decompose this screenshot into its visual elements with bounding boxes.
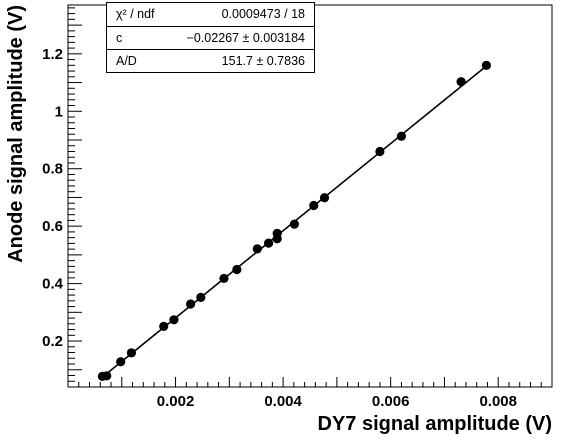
x-axis-title: DY7 signal amplitude (V) xyxy=(318,413,552,435)
axis-ticks xyxy=(67,7,553,387)
y-tick-label: 0.6 xyxy=(42,218,63,235)
data-points xyxy=(97,60,491,381)
y-tick-label: 1 xyxy=(55,103,63,120)
stats-name: c xyxy=(116,31,123,45)
y-tick-label: 1.2 xyxy=(42,46,63,63)
data-point xyxy=(396,131,407,141)
data-point xyxy=(481,60,491,70)
data-point xyxy=(289,219,300,229)
data-point xyxy=(196,292,206,302)
y-tick-label: 0.8 xyxy=(42,161,63,178)
stats-row-slope: A/D 151.7 ± 0.7836 xyxy=(107,49,314,73)
data-point xyxy=(319,193,330,203)
data-point xyxy=(102,371,112,381)
data-point xyxy=(232,264,242,275)
stats-value: 0.0009473 / 18 xyxy=(221,7,305,21)
tick-labels: 0.002 0.004 0.006 0.008 0.2 0.4 0.6 0.8 1 1.2 xyxy=(42,46,517,410)
data-point xyxy=(375,146,385,157)
y-tick-label: 0.4 xyxy=(42,276,64,293)
data-point xyxy=(272,228,282,238)
stats-name: A/D xyxy=(116,54,137,68)
data-point xyxy=(263,238,274,248)
data-point xyxy=(159,321,169,331)
stats-value: −0.02267 ± 0.003184 xyxy=(186,31,305,45)
x-tick-label: 0.006 xyxy=(372,393,410,410)
x-tick-label: 0.004 xyxy=(264,393,302,410)
fit-stats-box: χ² / ndf 0.0009473 / 18 c −0.02267 ± 0.0… xyxy=(106,2,315,73)
x-tick-label: 0.002 xyxy=(157,393,195,410)
stats-value: 151.7 ± 0.7836 xyxy=(221,54,305,68)
stats-row-chi2: χ² / ndf 0.0009473 / 18 xyxy=(107,3,314,26)
data-point xyxy=(116,357,126,367)
x-tick-label: 0.008 xyxy=(479,393,517,410)
y-axis-title: Anode signal amplitude (V) xyxy=(5,5,27,263)
stats-name: χ² / ndf xyxy=(116,7,155,21)
data-point xyxy=(309,200,319,211)
data-point xyxy=(126,348,137,358)
data-point xyxy=(252,244,262,254)
y-tick-label: 0.2 xyxy=(42,333,63,350)
stats-row-c: c −0.02267 ± 0.003184 xyxy=(107,26,314,50)
data-point xyxy=(169,315,179,325)
data-point xyxy=(219,273,229,284)
data-point xyxy=(186,299,196,309)
data-point xyxy=(456,77,466,87)
